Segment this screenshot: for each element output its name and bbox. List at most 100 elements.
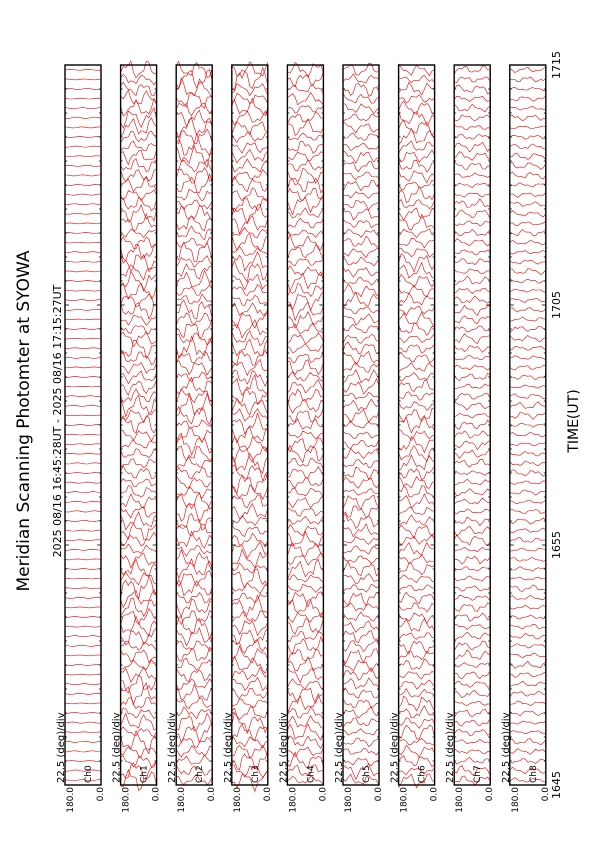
trace-line xyxy=(509,547,546,552)
trace-line xyxy=(120,325,157,335)
trace-line xyxy=(175,236,213,248)
trace-line xyxy=(509,288,546,293)
trace-line xyxy=(231,110,269,126)
trace-line xyxy=(175,456,213,469)
trace-line xyxy=(454,401,491,411)
panel-ch4: 0.0 180.0 Ch4 22.5 (deg)/div xyxy=(278,61,328,813)
trace-line xyxy=(64,318,102,321)
trace-line xyxy=(64,126,102,129)
trace-line xyxy=(454,516,491,527)
trace-line xyxy=(509,161,547,170)
trace-line xyxy=(231,245,269,256)
trace-line xyxy=(64,78,102,81)
trace-line xyxy=(287,351,324,363)
trace-line xyxy=(398,170,435,184)
trace-line xyxy=(398,391,435,401)
trace-line xyxy=(64,404,102,407)
trace-line xyxy=(64,472,102,474)
trace-line xyxy=(120,415,157,434)
trace-line xyxy=(398,584,435,593)
trace-line xyxy=(287,343,324,353)
trace-line xyxy=(120,394,157,418)
trace-line xyxy=(342,324,380,334)
y-max-label: 180.0 xyxy=(177,787,187,813)
trace-line xyxy=(175,419,213,429)
trace-line xyxy=(509,412,546,420)
x-tick-label: 1645 xyxy=(550,771,563,799)
trace-line xyxy=(343,439,380,449)
trace-line xyxy=(398,140,435,154)
trace-line xyxy=(120,607,157,625)
trace-line xyxy=(509,325,546,333)
trace-line xyxy=(453,192,491,198)
trace-line xyxy=(175,427,213,444)
trace-line xyxy=(231,627,269,645)
trace-line xyxy=(176,109,213,128)
trace-line xyxy=(454,595,491,602)
trace-line xyxy=(287,746,324,757)
trace-line xyxy=(509,143,546,150)
trace-line xyxy=(120,212,157,232)
trace-line xyxy=(64,606,102,609)
trace-line xyxy=(64,712,102,714)
trace-line xyxy=(120,598,157,617)
trace-line xyxy=(398,554,435,564)
trace-line xyxy=(509,171,547,180)
trace-line xyxy=(398,524,435,540)
trace-line xyxy=(120,130,157,143)
trace-line xyxy=(287,667,324,684)
trace-line xyxy=(231,473,269,495)
trace-line xyxy=(287,167,324,185)
trace-line xyxy=(342,208,380,221)
trace-line xyxy=(509,106,546,111)
trace-line xyxy=(509,730,546,735)
trace-line xyxy=(64,500,102,503)
trace-line xyxy=(287,229,324,238)
trace-line xyxy=(398,507,435,516)
trace-line xyxy=(453,602,491,612)
trace-line xyxy=(398,612,435,625)
trace-line xyxy=(342,505,380,519)
trace-line xyxy=(509,355,546,361)
trace-line xyxy=(231,706,269,720)
trace-line xyxy=(120,361,157,375)
trace-line xyxy=(64,453,102,455)
trace-line xyxy=(175,172,213,194)
trace-line xyxy=(398,679,435,690)
trace-line xyxy=(509,720,546,725)
trace-line xyxy=(287,159,324,172)
trace-line xyxy=(287,584,324,593)
trace-line xyxy=(231,251,268,272)
trace-line xyxy=(287,407,324,423)
trace-line xyxy=(175,225,213,241)
trace-line xyxy=(120,729,157,755)
trace-line xyxy=(454,76,491,83)
trace-line xyxy=(287,301,324,322)
trace-line xyxy=(398,322,435,337)
trace-line xyxy=(342,728,380,736)
trace-line xyxy=(509,653,546,658)
trace-line xyxy=(342,191,380,199)
trace-line xyxy=(287,322,324,335)
trace-line xyxy=(398,493,435,509)
trace-line xyxy=(398,74,435,83)
trace-line xyxy=(453,268,491,275)
trace-line xyxy=(454,258,491,265)
trace-line xyxy=(120,204,157,223)
trace-line xyxy=(175,255,213,268)
trace-line xyxy=(342,408,380,424)
trace-line xyxy=(64,280,102,282)
trace-line xyxy=(454,413,491,419)
trace-line xyxy=(231,294,268,306)
trace-line xyxy=(398,149,435,163)
trace-line xyxy=(342,420,380,429)
trace-line xyxy=(509,307,547,313)
trace-line xyxy=(287,574,324,583)
trace-line xyxy=(64,616,102,618)
trace-line xyxy=(342,291,380,308)
trace-line xyxy=(287,612,324,623)
trace-line xyxy=(342,171,380,181)
trace-line xyxy=(509,364,546,371)
trace-line xyxy=(64,414,102,416)
trace-line xyxy=(454,287,491,295)
